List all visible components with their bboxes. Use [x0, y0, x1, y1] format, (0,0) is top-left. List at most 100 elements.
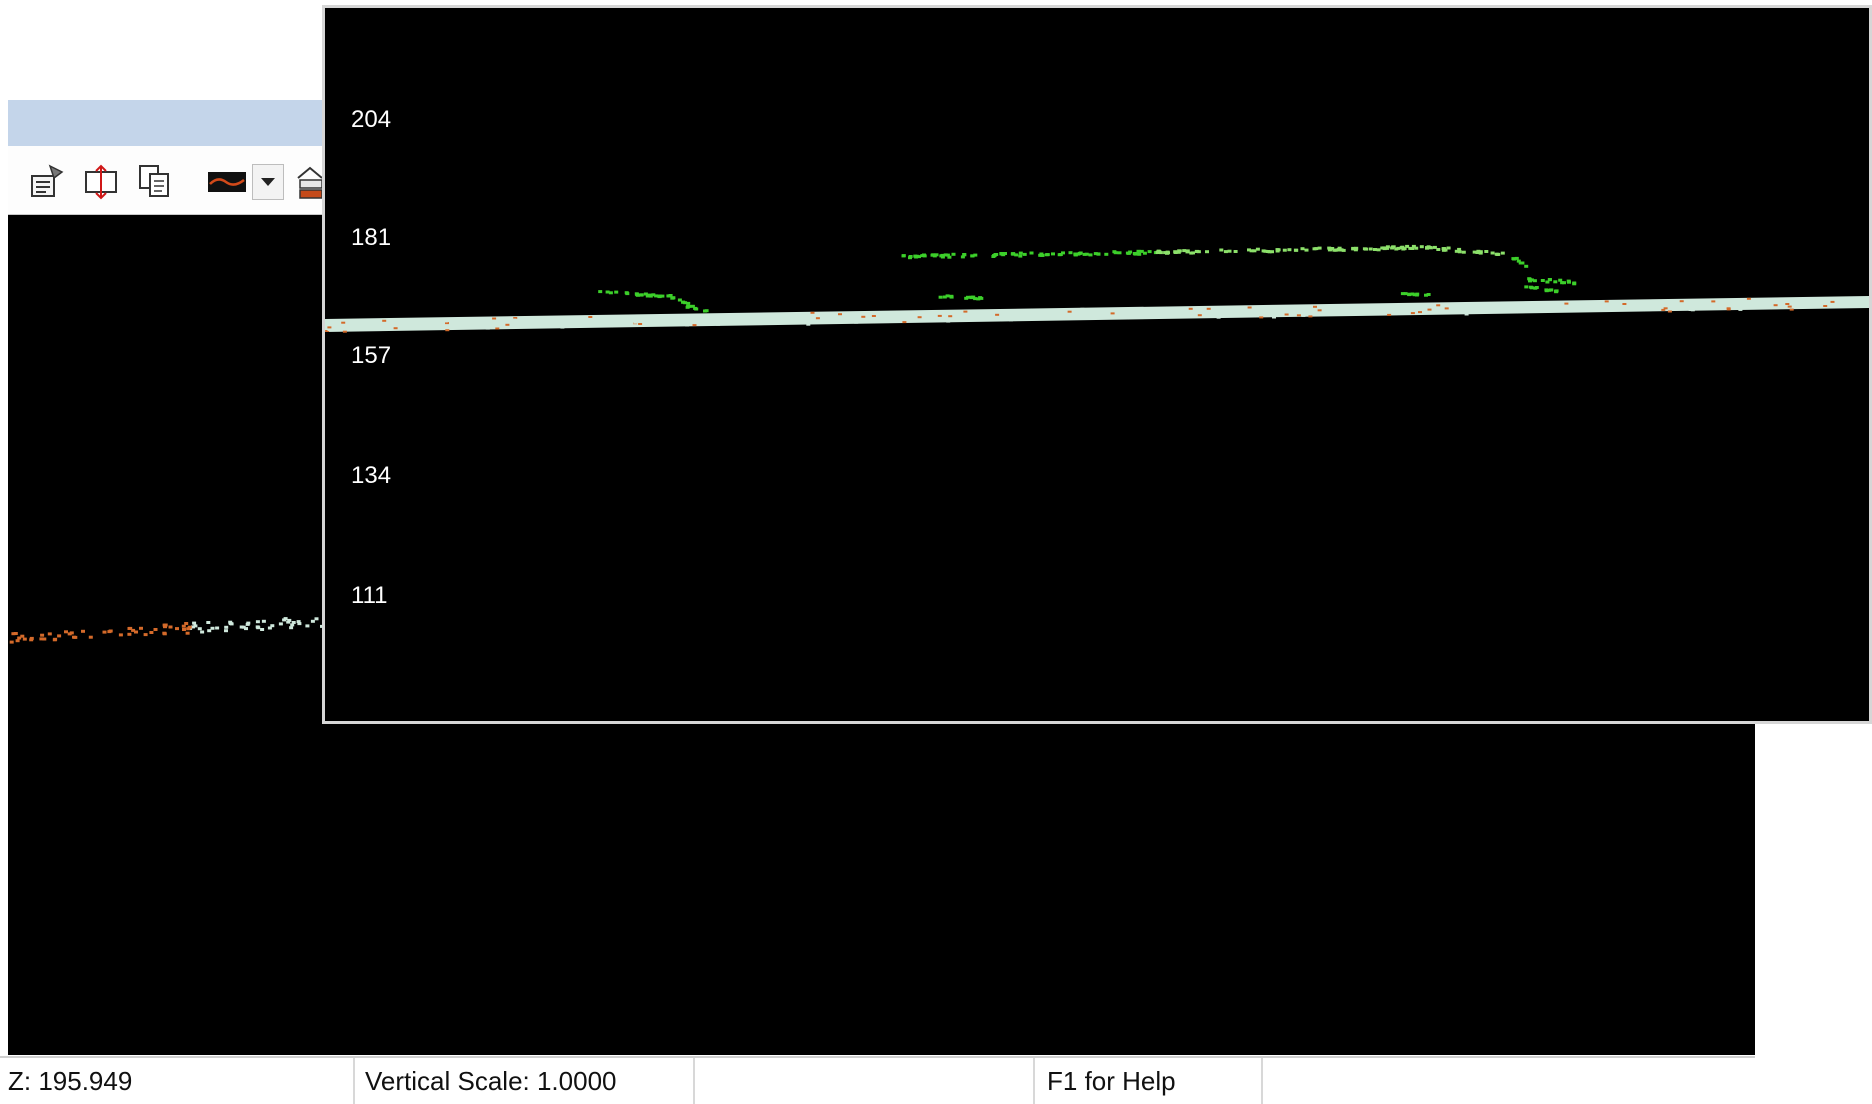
ground-point: [305, 624, 310, 628]
vegetation-point: [1524, 285, 1529, 289]
ground-point: [42, 637, 47, 641]
vegetation-point: [1518, 261, 1523, 265]
vegetation-point: [1293, 248, 1298, 252]
ground-point: [206, 621, 211, 624]
vegetation-point: [1304, 248, 1309, 252]
ground-point: [1271, 307, 1276, 310]
ground-point: [297, 622, 302, 626]
ground-point: [815, 317, 820, 320]
vegetation-point: [690, 304, 695, 308]
ground-point: [228, 622, 233, 625]
profile-line-icon: [208, 172, 246, 192]
vegetation-point: [993, 253, 998, 256]
vegetation-point: [1011, 252, 1016, 256]
ground-point: [1188, 307, 1193, 310]
ground-point: [1694, 305, 1699, 308]
vegetation-point: [1432, 245, 1437, 249]
y-tick-label: 204: [351, 106, 392, 133]
ground-point: [163, 625, 167, 629]
vegetation-point: [1249, 249, 1254, 253]
properties-button[interactable]: [28, 162, 66, 200]
ground-point: [1163, 314, 1168, 317]
vegetation-point: [654, 294, 659, 298]
ground-point: [134, 630, 138, 634]
ground-point: [1663, 307, 1668, 310]
vegetation-point: [598, 290, 603, 294]
ground-point: [1604, 300, 1609, 303]
profile-dropdown-button[interactable]: [252, 164, 284, 200]
ground-point: [1317, 309, 1322, 312]
vegetation-point: [942, 295, 947, 299]
vegetation-point: [1414, 293, 1419, 297]
ground-point: [986, 312, 991, 315]
vegetation-point: [648, 294, 653, 298]
ground-point: [241, 625, 246, 629]
ground-point: [1308, 315, 1313, 318]
vegetation-point: [1373, 248, 1377, 251]
ground-point: [197, 627, 202, 631]
vegetation-point: [1544, 289, 1549, 293]
ground-point: [1494, 305, 1498, 308]
vegetation-point: [1558, 278, 1563, 282]
ground-point: [650, 322, 655, 325]
ground-point: [709, 323, 714, 326]
vegetation-point: [901, 254, 906, 258]
vegetation-point: [1414, 246, 1419, 250]
ground-point: [191, 625, 195, 629]
vegetation-point: [964, 296, 969, 300]
ground-point: [905, 311, 910, 314]
ground-point: [405, 327, 410, 329]
vegetation-point: [1410, 247, 1415, 250]
fit-vertical-button[interactable]: [82, 162, 120, 200]
ground-point: [181, 624, 186, 628]
vegetation-point: [1336, 248, 1341, 251]
ground-point: [708, 322, 713, 324]
vegetation-point: [1233, 250, 1238, 253]
ground-point: [81, 629, 85, 633]
ground-point: [1567, 301, 1572, 304]
ground-point: [261, 619, 266, 623]
profile-window-foreground[interactable]: 204 181 157 134 111: [322, 5, 1872, 724]
ground-point: [1305, 312, 1310, 315]
ground-point: [1594, 304, 1599, 307]
ground-point: [441, 326, 446, 329]
copy-icon: [139, 165, 169, 197]
ground-point: [29, 636, 34, 640]
ground-point: [215, 626, 220, 630]
ground-point: [626, 314, 631, 317]
ground-point: [492, 317, 497, 320]
ground-point: [118, 633, 123, 637]
vegetation-point: [1078, 251, 1083, 255]
vegetation-point: [1405, 244, 1410, 248]
profile-line-button[interactable]: [204, 162, 250, 200]
ground-point: [1584, 305, 1589, 308]
copy-button[interactable]: [136, 162, 174, 200]
vegetation-point: [1073, 252, 1078, 256]
ground-point: [718, 320, 723, 323]
ground-point: [13, 632, 18, 635]
vegetation-point: [1227, 249, 1232, 253]
ground-point: [1675, 306, 1680, 309]
ground-point: [1113, 315, 1118, 318]
vegetation-point: [973, 253, 978, 257]
ground-point: [1110, 312, 1115, 315]
ground-point: [512, 318, 517, 321]
ground-point: [1726, 307, 1731, 310]
vegetation-point: [605, 290, 610, 294]
vegetation-point: [922, 253, 926, 257]
ground-point: [72, 635, 76, 639]
vegetation-point: [1554, 290, 1559, 294]
vegetation-point: [1128, 250, 1133, 254]
vegetation-point: [1446, 246, 1451, 250]
ground-point: [835, 316, 840, 319]
ground-point: [40, 633, 45, 637]
ground-point: [638, 323, 643, 325]
vegetation-point: [1351, 247, 1356, 251]
layers-button[interactable]: [296, 162, 322, 200]
ground-point: [365, 322, 370, 324]
vegetation-point: [945, 253, 950, 257]
ground-point: [260, 628, 265, 631]
vegetation-point: [1341, 248, 1346, 252]
ground-point: [1253, 313, 1257, 316]
ground-point: [47, 632, 52, 636]
